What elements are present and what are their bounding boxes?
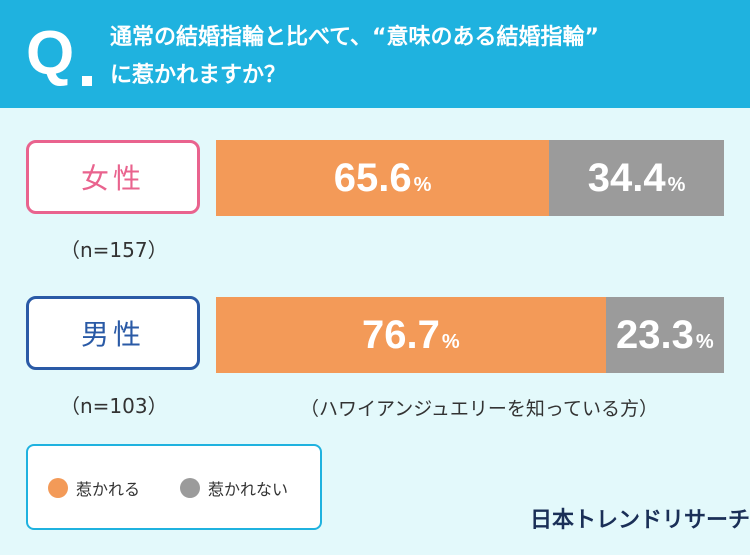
percent-sign: % [413,173,432,196]
bar-female-attracted: 65.6% [216,140,550,216]
bar-female-not-attracted: 34.4% [549,140,724,216]
sample-size-male: （n=103） [60,394,168,418]
sample-size-female: （n=157） [60,238,168,262]
legend-label-attracted: 惹かれる [76,480,141,499]
bar-row-female: 65.6% 34.4% [216,140,724,216]
brand-logo: 日本トレンドリサーチ [530,508,750,533]
percent-sign: % [667,173,686,196]
question-text-line2: に惹かれますか？ [110,63,287,88]
category-label-female: 女性 [26,140,200,214]
percent-sign: % [441,330,460,353]
data-label-female-attracted: 65.6 [333,155,412,200]
question-mark-letter: Q [26,19,75,88]
legend-swatch-attracted [48,478,68,498]
question-mark-dot [82,76,92,86]
legend-swatch-not-attracted [180,478,200,498]
data-label-male-attracted: 76.7 [361,312,440,357]
legend-item-attracted: 惹かれる [48,476,140,500]
legend-item-not-attracted: 惹かれない [180,476,288,500]
data-label-male-not-attracted: 23.3 [615,312,694,357]
category-label-male: 男性 [26,296,200,370]
question-text-line1: 通常の結婚指輪と比べて、“意味のある結婚指輪” [110,25,599,50]
legend: 惹かれる 惹かれない [26,444,322,530]
legend-label-not-attracted: 惹かれない [208,480,289,499]
footnote: （ハワイアンジュエリーを知っている方） [300,398,658,420]
percent-sign: % [695,330,714,353]
bar-male-attracted: 76.7% [216,297,606,373]
header-banner: Q 通常の結婚指輪と比べて、“意味のある結婚指輪” に惹かれますか？ [0,0,750,108]
data-label-female-not-attracted: 34.4 [587,155,666,200]
bar-row-male: 76.7% 23.3% [216,297,724,373]
bar-male-not-attracted: 23.3% [605,297,724,373]
